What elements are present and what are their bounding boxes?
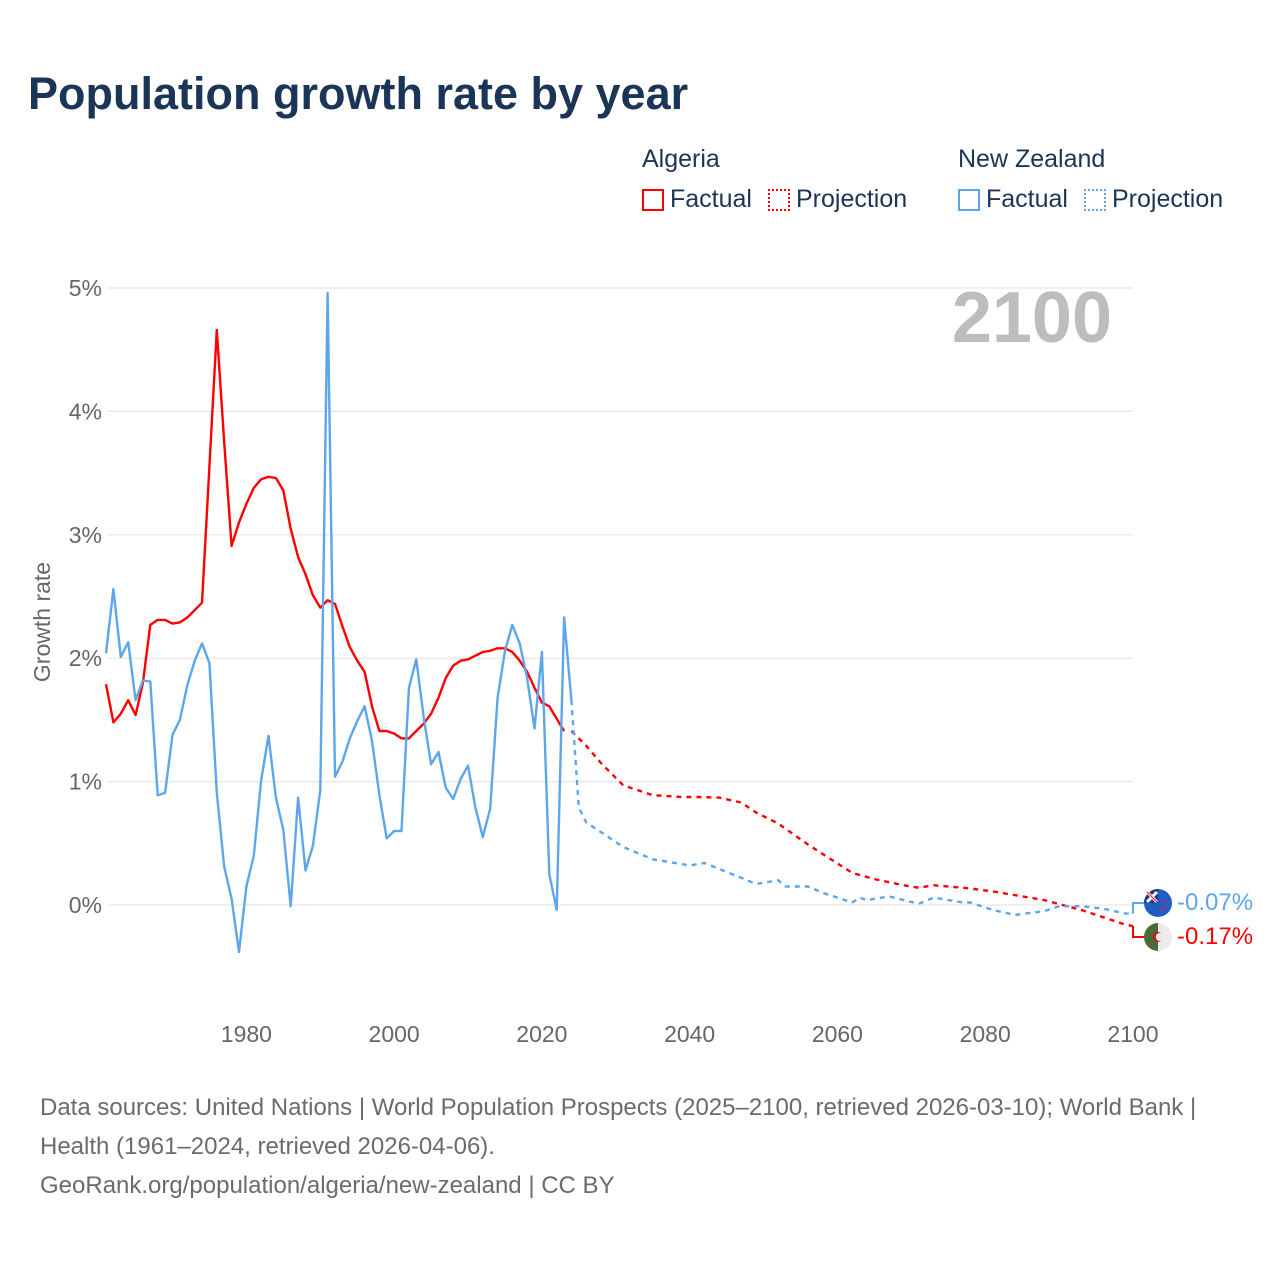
chart-title: Population growth rate by year: [28, 68, 689, 119]
x-tick-label: 2040: [664, 1021, 715, 1047]
legend-item-algeria-factual[interactable]: Factual: [642, 185, 752, 214]
y-tick-label: 0%: [69, 892, 102, 918]
legend-label: Projection: [1111, 185, 1224, 213]
legend-algeria: Algeria Factual Projection: [642, 145, 907, 214]
legend-label: Factual: [670, 185, 752, 213]
legend-label: Projection: [795, 185, 908, 213]
line-chart: 0% 1% 2% 3% 4% 5% 1980 2000 2020 2040 2060 2080 2100…: [29, 275, 1253, 1047]
current-year-label: 2100: [952, 278, 1112, 358]
legend-item-nz-projection[interactable]: Projection: [1083, 185, 1224, 214]
dotted-swatch-icon: [767, 188, 790, 211]
legend-group-name: New Zealand: [958, 145, 1106, 173]
footer: Data sources: United Nations | World Pop…: [40, 1088, 1240, 1205]
connector-algeria: [1132, 925, 1144, 938]
flag-new-zealand-icon: [1144, 889, 1172, 917]
x-tick-label: 2060: [812, 1021, 863, 1047]
legend-group-name: Algeria: [642, 145, 720, 173]
x-tick-label: 1980: [221, 1021, 272, 1047]
connector-new-zealand: [1132, 902, 1144, 914]
legend-new-zealand: New Zealand Factual Projection: [958, 145, 1223, 214]
legend-label: Factual: [986, 185, 1068, 213]
series-line-algeria-projection: [570, 730, 1134, 928]
series-line-new-zealand-projection: [570, 700, 1133, 917]
dotted-swatch-icon: [1083, 188, 1106, 211]
series-line-algeria-factual: [104, 328, 566, 740]
y-tick-label: 5%: [69, 275, 102, 301]
end-label-new-zealand: -0.07%: [1177, 889, 1253, 916]
source-link[interactable]: GeoRank.org/population/algeria/new-zeala…: [40, 1172, 615, 1199]
y-tick-label: 1%: [69, 769, 102, 795]
y-tick-label: 2%: [69, 645, 102, 671]
flag-algeria-icon: [1144, 923, 1172, 951]
solid-swatch-icon: [642, 188, 664, 211]
x-tick-label: 2000: [369, 1021, 420, 1047]
data-sources: Data sources: United Nations | World Pop…: [40, 1094, 1197, 1160]
y-tick-label: 3%: [69, 522, 102, 548]
y-axis-label: Growth rate: [29, 562, 55, 682]
series-line-new-zealand-factual: [104, 291, 573, 954]
x-tick-label: 2100: [1107, 1021, 1158, 1047]
legend-item-nz-factual[interactable]: Factual: [958, 185, 1068, 214]
end-label-algeria: -0.17%: [1177, 923, 1253, 950]
solid-swatch-icon: [958, 188, 980, 211]
y-tick-label: 4%: [69, 398, 102, 424]
legend-item-algeria-projection[interactable]: Projection: [767, 185, 908, 214]
x-tick-label: 2080: [960, 1021, 1011, 1047]
x-tick-label: 2020: [516, 1021, 567, 1047]
